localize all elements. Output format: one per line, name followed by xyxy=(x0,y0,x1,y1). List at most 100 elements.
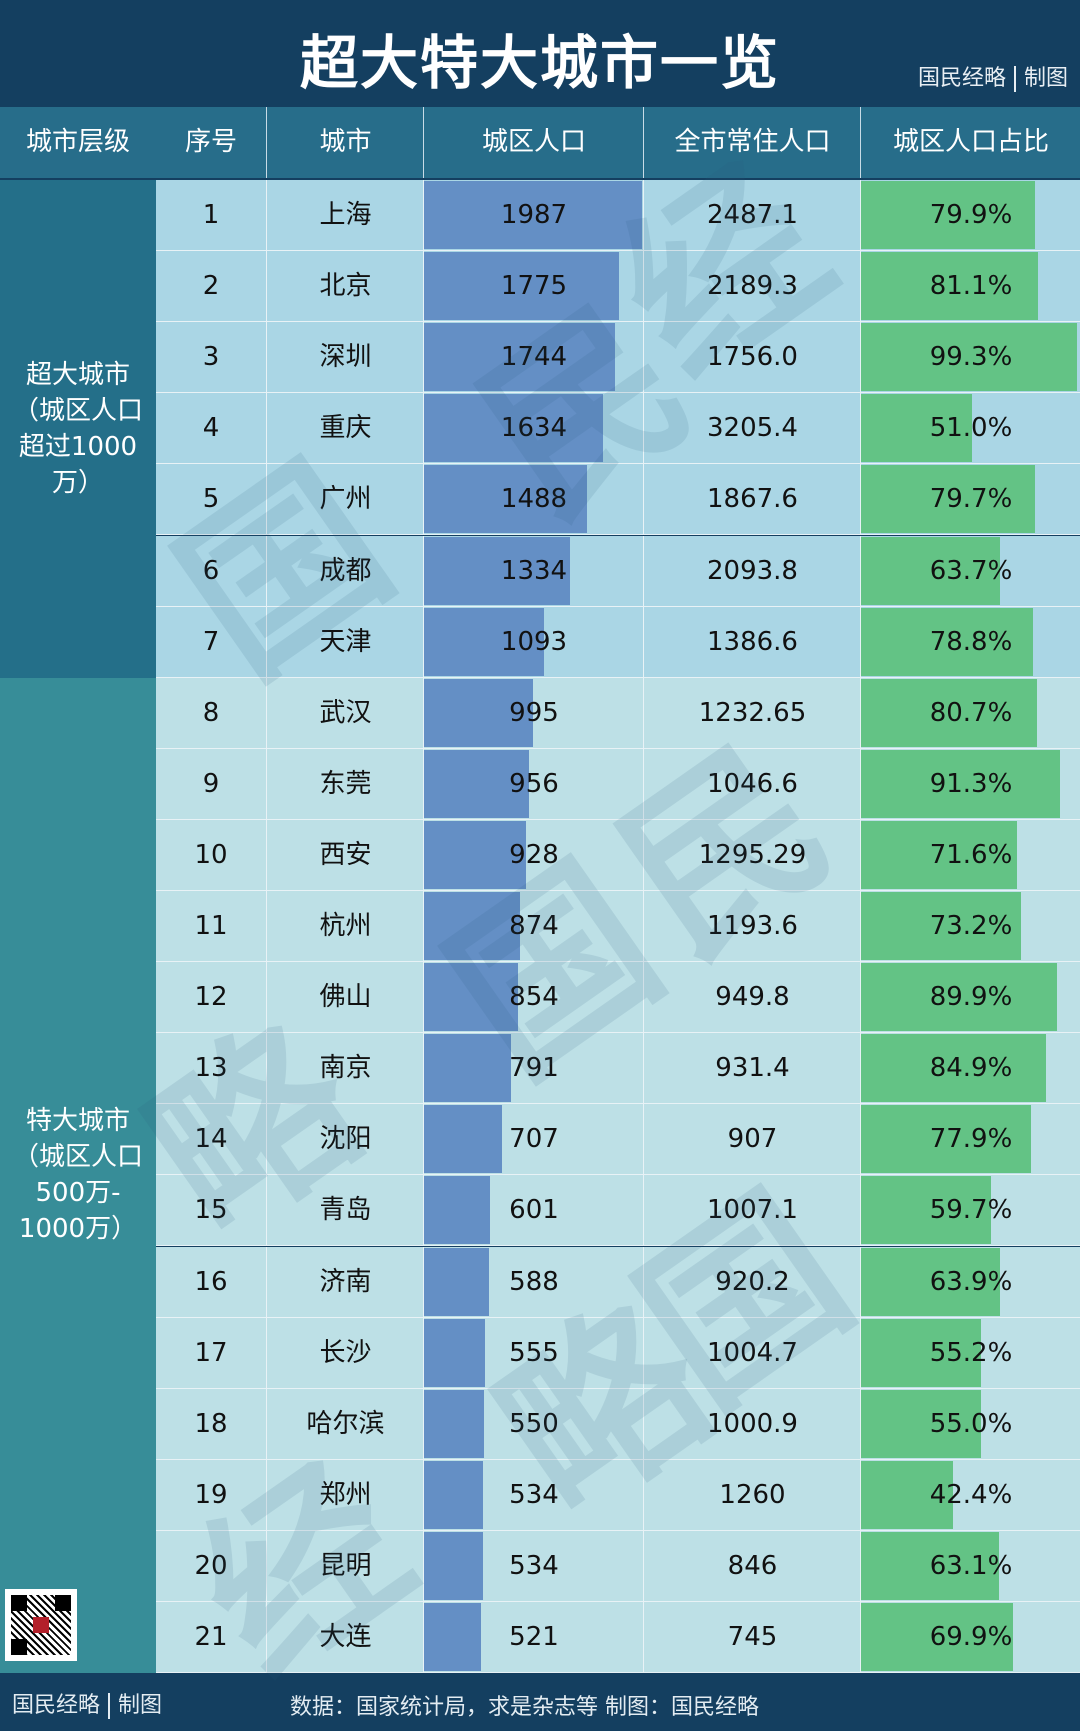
urban-ratio-bar xyxy=(861,749,1061,818)
total-pop-cell: 2189.3 xyxy=(643,251,861,323)
urban-ratio-cell: 59.7% xyxy=(860,1175,1080,1247)
urban-pop-cell-text: 555 xyxy=(509,1337,559,1368)
urban-pop-bar xyxy=(424,323,616,392)
urban-pop-cell-text: 1744 xyxy=(500,342,568,373)
total-pop-cell: 2487.1 xyxy=(643,180,861,251)
urban-ratio-cell: 63.9% xyxy=(860,1246,1080,1318)
rank-cell-text: 14 xyxy=(194,1124,228,1155)
col-header-rank: 序号 xyxy=(184,127,237,157)
urban-pop-cell: 928 xyxy=(423,819,644,891)
urban-ratio-cell-text: 73.2% xyxy=(929,911,1013,941)
urban-ratio-cell-text: 80.7% xyxy=(929,697,1013,728)
urban-ratio-bar xyxy=(861,1531,999,1600)
qr-code[interactable] xyxy=(5,1589,77,1661)
table-row: 6 成都 1334 2093.8 63.7% xyxy=(156,535,1080,607)
urban-ratio-cell-text: 63.7% xyxy=(929,555,1013,586)
total-pop-cell: 949.8 xyxy=(643,962,861,1034)
urban-pop-bar xyxy=(424,1176,490,1245)
urban-ratio-cell-text: 77.9% xyxy=(929,1124,1013,1155)
urban-pop-cell-text: 1987 xyxy=(500,200,568,230)
total-pop-cell-text: 2487.1 xyxy=(707,200,798,230)
page-title: 超大特大城市一览 xyxy=(299,29,780,97)
city-cell: 杭州 xyxy=(266,891,424,962)
urban-ratio-cell-text: 84.9% xyxy=(929,1053,1013,1084)
urban-ratio-cell-text: 63.1% xyxy=(929,1550,1013,1581)
col-header-city: 城市 xyxy=(266,107,424,178)
table-row: 12 佛山 854 949.8 89.9% xyxy=(156,962,1080,1034)
city-cell-text: 西安 xyxy=(319,839,372,870)
urban-ratio-bar xyxy=(861,181,1036,249)
rank-cell: 11 xyxy=(156,891,266,962)
total-pop-cell-text: 1295.29 xyxy=(698,839,807,870)
footer-brand-name: 国民经略 xyxy=(12,1693,101,1718)
total-pop-cell: 931.4 xyxy=(643,1033,861,1105)
table-row: 13 南京 791 931.4 84.9% xyxy=(156,1033,1080,1105)
rank-cell: 2 xyxy=(156,251,266,323)
total-pop-cell-text: 1386.6 xyxy=(707,626,798,657)
urban-pop-cell: 707 xyxy=(423,1104,644,1176)
city-cell-text: 南京 xyxy=(319,1053,372,1084)
total-pop-cell-text: 1193.6 xyxy=(707,911,798,941)
urban-pop-bar xyxy=(424,465,588,534)
total-pop-cell: 1193.6 xyxy=(643,891,861,962)
city-cell: 深圳 xyxy=(266,322,424,394)
urban-ratio-bar xyxy=(861,252,1038,321)
col-header-level: 城市层级 xyxy=(25,127,130,157)
city-cell: 天津 xyxy=(266,606,424,678)
urban-pop-cell: 601 xyxy=(423,1175,644,1247)
urban-pop-cell-text: 1775 xyxy=(500,271,568,302)
rank-cell-text: 6 xyxy=(202,555,220,586)
city-cell-text: 重庆 xyxy=(319,413,372,444)
rank-cell-text: 9 xyxy=(202,768,220,799)
urban-ratio-cell: 81.1% xyxy=(860,251,1080,323)
city-cell-text: 东莞 xyxy=(319,768,372,799)
urban-ratio-bar xyxy=(861,465,1035,534)
rank-cell: 16 xyxy=(156,1247,266,1318)
table-row: 10 西安 928 1295.29 71.6% xyxy=(156,819,1080,891)
footer: 国民经略 制图 数据：国家统计局，求是杂志等 制图：国民经略 xyxy=(0,1673,1080,1731)
total-pop-cell: 1260 xyxy=(643,1459,861,1531)
group-label-1: 超大城市 （城区人口 超过1000 万） xyxy=(0,180,156,678)
urban-ratio-bar xyxy=(861,1176,992,1245)
urban-pop-cell-text: 1634 xyxy=(500,413,568,444)
total-pop-cell: 1386.6 xyxy=(643,606,861,678)
urban-ratio-cell: 73.2% xyxy=(860,891,1080,962)
urban-pop-cell: 956 xyxy=(423,748,644,820)
city-cell: 成都 xyxy=(266,535,424,607)
brand-logo: 国民经略 制图 xyxy=(918,60,1068,92)
total-pop-cell-text: 1004.7 xyxy=(707,1337,798,1368)
col-header-total-pop: 全市常住人口 xyxy=(643,107,861,178)
urban-ratio-cell-text: 81.1% xyxy=(929,271,1013,302)
table-row: 20 昆明 534 846 63.1% xyxy=(156,1530,1080,1602)
urban-pop-cell-text: 854 xyxy=(509,982,559,1013)
group-label-line: 万） xyxy=(51,467,104,498)
city-cell: 上海 xyxy=(266,180,424,251)
rank-cell-text: 16 xyxy=(194,1266,228,1297)
urban-pop-cell: 874 xyxy=(423,891,644,962)
urban-pop-cell-text: 588 xyxy=(509,1266,559,1297)
total-pop-cell: 920.2 xyxy=(643,1246,861,1318)
table-row: 14 沈阳 707 907 77.9% xyxy=(156,1104,1080,1176)
rank-cell: 21 xyxy=(156,1602,266,1673)
city-cell-text: 天津 xyxy=(319,626,372,657)
city-cell: 东莞 xyxy=(266,748,424,820)
urban-pop-bar xyxy=(424,181,642,249)
urban-pop-bar xyxy=(424,1460,483,1529)
rank-cell: 14 xyxy=(156,1104,266,1176)
group-label-line: 500万- xyxy=(35,1178,121,1209)
rank-cell: 18 xyxy=(156,1389,266,1460)
city-cell-text: 昆明 xyxy=(319,1550,372,1581)
urban-ratio-bar xyxy=(861,1105,1031,1174)
table-row: 11 杭州 874 1193.6 73.2% xyxy=(156,891,1080,962)
urban-ratio-bar xyxy=(861,820,1018,889)
urban-pop-bar xyxy=(424,820,526,889)
urban-pop-cell: 1987 xyxy=(423,180,644,251)
urban-ratio-cell-text: 55.0% xyxy=(929,1408,1013,1439)
urban-ratio-cell: 79.7% xyxy=(860,464,1080,536)
rank-cell: 15 xyxy=(156,1175,266,1247)
rank-cell-text: 1 xyxy=(202,200,220,230)
rank-cell: 20 xyxy=(156,1531,266,1602)
total-pop-cell-text: 1007.1 xyxy=(707,1195,798,1226)
total-pop-cell-text: 1260 xyxy=(719,1479,786,1510)
urban-pop-cell-text: 521 xyxy=(509,1622,559,1652)
